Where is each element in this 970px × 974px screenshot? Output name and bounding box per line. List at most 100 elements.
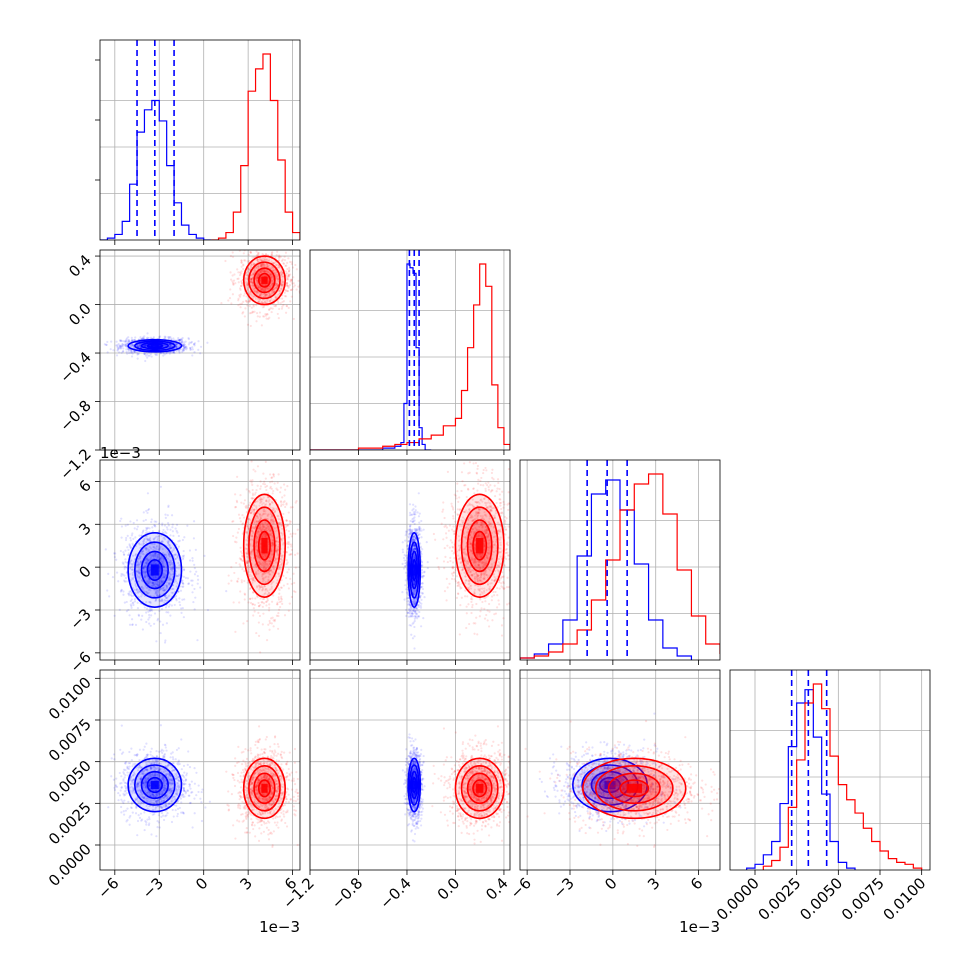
scatter-point	[148, 609, 150, 611]
scatter-point	[250, 497, 252, 499]
scatter-point	[145, 529, 147, 531]
scatter-point	[120, 590, 122, 592]
scatter-point	[124, 561, 126, 563]
scatter-point	[269, 620, 271, 622]
scatter-point	[281, 308, 283, 310]
scatter-point	[282, 262, 284, 264]
scatter-point	[160, 486, 162, 488]
scatter-point	[288, 530, 290, 532]
scatter-point	[194, 567, 196, 569]
scatter-point	[297, 529, 299, 531]
scatter-point	[130, 607, 132, 609]
scatter-point	[116, 344, 118, 346]
scatter-point	[236, 500, 238, 502]
scatter-point	[128, 614, 130, 616]
scatter-point	[243, 580, 245, 582]
scatter-point	[280, 586, 282, 588]
scatter-point	[254, 604, 256, 606]
scatter-point	[284, 489, 286, 491]
scatter-point	[279, 491, 281, 493]
scatter-point	[160, 632, 162, 634]
scatter-point	[251, 479, 253, 481]
scatter-point	[136, 519, 138, 521]
scatter-point	[134, 527, 136, 529]
scatter-point	[126, 546, 128, 548]
scatter-point	[279, 606, 281, 608]
scatter-point	[244, 315, 246, 317]
scatter-point	[281, 603, 283, 605]
scatter-point	[273, 625, 275, 627]
scatter-point	[120, 340, 122, 342]
scatter-point	[115, 559, 117, 561]
scatter-point	[288, 269, 290, 271]
scatter-point	[245, 505, 247, 507]
scatter-point	[284, 292, 286, 294]
scatter-point	[199, 586, 201, 588]
scatter-point	[412, 521, 414, 523]
scatter-point	[191, 591, 193, 593]
scatter-point	[413, 626, 415, 628]
scatter-point	[165, 517, 167, 519]
scatter-point	[283, 494, 285, 496]
scatter-point	[276, 251, 278, 253]
scatter-point	[146, 357, 148, 359]
scatter-point	[171, 604, 173, 606]
scatter-point	[232, 282, 234, 284]
scatter-point	[257, 602, 259, 604]
scatter-point	[232, 256, 234, 258]
scatter-point	[272, 617, 274, 619]
scatter-point	[286, 551, 288, 553]
scatter-point	[249, 491, 251, 493]
scatter-point	[186, 525, 188, 527]
scatter-point	[120, 575, 122, 577]
scatter-point	[187, 337, 189, 339]
scatter-point	[289, 553, 291, 555]
scatter-point	[169, 534, 171, 536]
scatter-point	[220, 247, 222, 249]
scatter-point	[269, 473, 271, 475]
scatter-point	[175, 595, 177, 597]
scatter-point	[284, 256, 286, 258]
scatter-point	[256, 596, 258, 598]
scatter-point	[159, 335, 161, 337]
scatter-point	[197, 579, 199, 581]
scatter-point	[239, 517, 241, 519]
scatter-point	[272, 473, 274, 475]
scatter-point	[172, 535, 174, 537]
scatter-point	[130, 539, 132, 541]
scatter-point	[257, 612, 259, 614]
scatter-point	[220, 302, 222, 304]
scatter-point	[255, 320, 257, 322]
scatter-point	[164, 641, 166, 643]
scatter-point	[245, 300, 247, 302]
scatter-point	[166, 622, 168, 624]
scatter-point	[187, 577, 189, 579]
scatter-point	[122, 590, 124, 592]
scatter-point	[286, 282, 288, 284]
scatter-point	[179, 540, 181, 542]
scatter-point	[123, 580, 125, 582]
scatter-point	[125, 577, 127, 579]
scatter-point	[285, 529, 287, 531]
scatter-point	[240, 259, 242, 261]
scatter-point	[275, 235, 277, 237]
scatter-point	[253, 311, 255, 313]
scatter-point	[242, 264, 244, 266]
scatter-point	[250, 602, 252, 604]
scatter-point	[114, 556, 116, 558]
scatter-point	[145, 519, 147, 521]
scatter-point	[244, 593, 246, 595]
scatter-point	[126, 601, 128, 603]
scatter-point	[294, 533, 296, 535]
scatter-point	[191, 557, 193, 559]
scatter-point	[288, 587, 290, 589]
scatter-point	[289, 300, 291, 302]
scatter-point	[239, 306, 241, 308]
scatter-point	[150, 521, 152, 523]
scatter-point	[91, 344, 93, 346]
scatter-point	[423, 529, 425, 531]
scatter-point	[148, 616, 150, 618]
scatter-point	[240, 293, 242, 295]
scatter-point	[240, 520, 242, 522]
